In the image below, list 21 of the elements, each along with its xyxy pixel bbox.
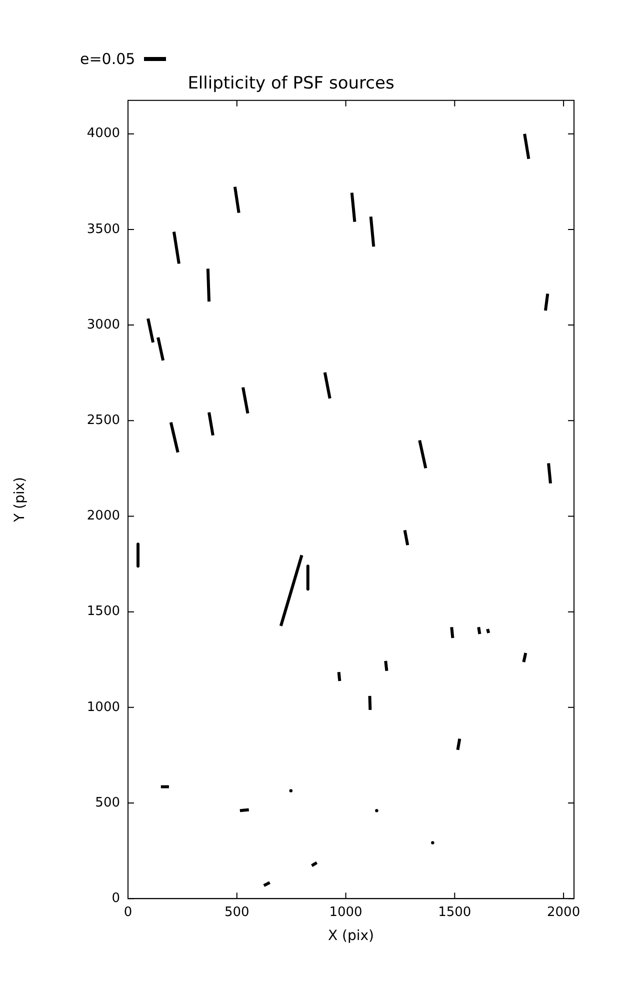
y-tick-label: 2000 (86, 508, 120, 524)
y-tick-label: 500 (95, 795, 120, 810)
y-tick-label: 4000 (86, 126, 120, 142)
y-tick-label: 3500 (86, 222, 120, 237)
y-tick-label: 0 (112, 890, 120, 906)
x-tick-label: 0 (124, 904, 132, 920)
x-tick-label: 2000 (547, 904, 580, 920)
y-tick-label: 1500 (86, 604, 120, 620)
y-axis-title: Y (pix) (12, 477, 28, 523)
text: e=0.05 (80, 50, 136, 68)
x-tick-label: 1000 (329, 904, 362, 920)
y-tick-label: 3000 (86, 317, 120, 332)
point (375, 809, 378, 812)
x-tick-label: 500 (224, 904, 250, 920)
x-axis-title: X (pix) (328, 928, 374, 944)
y-tick-label: 2500 (86, 413, 120, 428)
y-tick-label: 1000 (86, 700, 120, 715)
point (431, 841, 434, 844)
point (289, 789, 292, 792)
chart-title: Ellipticity of PSF sources (188, 74, 394, 94)
x-tick-label: 1500 (438, 904, 472, 920)
